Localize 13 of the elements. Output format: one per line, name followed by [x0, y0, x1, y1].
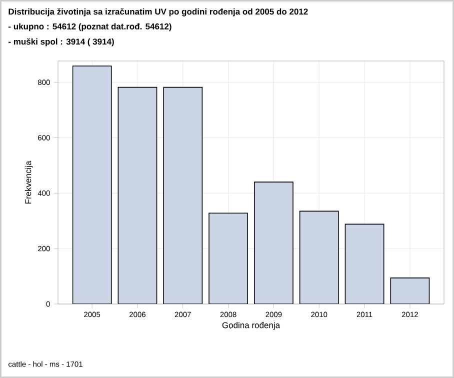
x-axis-title: Godina rođenja	[222, 322, 280, 330]
chart-title: Distribucija životinja sa izračunatim UV po godini rođenja od 2005 do 2012	[8, 8, 308, 16]
bar	[390, 278, 430, 304]
bar	[300, 211, 338, 304]
bar	[72, 66, 112, 304]
bar	[345, 224, 384, 304]
bar	[164, 87, 202, 304]
y-axis-title: Frekvencija	[24, 160, 33, 204]
text: - muški spol : 3914 ( 3914)	[8, 38, 114, 46]
bar	[254, 182, 294, 304]
bar	[118, 87, 157, 304]
bar	[209, 213, 248, 304]
text: - ukupno : 54612 (poznat dat.rođ. 54612)	[8, 23, 172, 32]
